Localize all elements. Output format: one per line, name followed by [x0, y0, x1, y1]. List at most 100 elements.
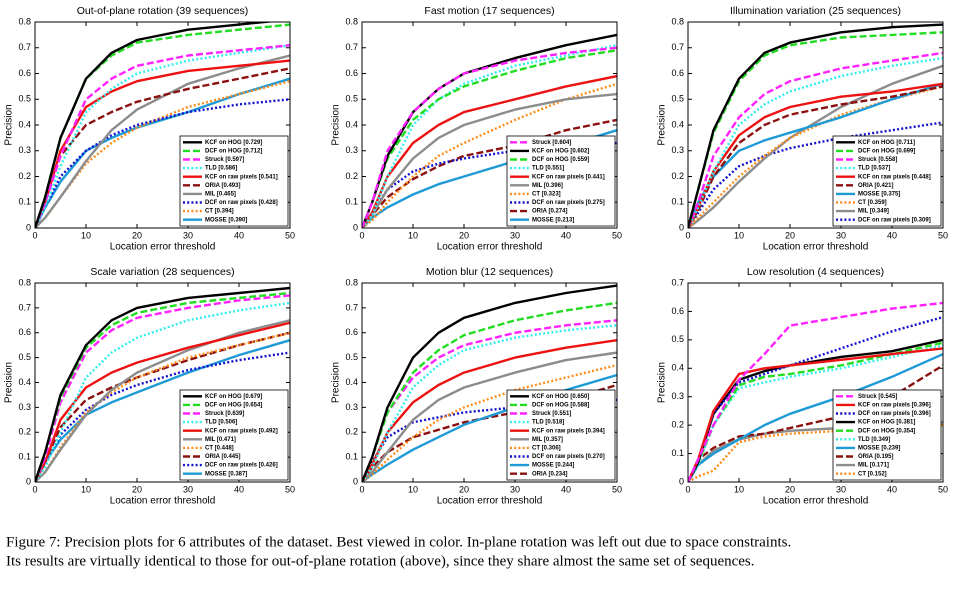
x-tick-label: 10 [408, 230, 418, 240]
series-line [362, 383, 617, 482]
plot-frame [34, 21, 291, 229]
legend-label: ORIA [0.234] [532, 471, 567, 477]
legend-label: KCF on raw pixels [0.441] [532, 174, 605, 180]
x-axis-label: Location error threshold [437, 496, 543, 507]
plot-frame [361, 282, 618, 483]
legend-label: TLD [0.537] [858, 166, 890, 172]
y-tick-label: 0.3 [345, 402, 358, 412]
series-line [35, 22, 277, 228]
x-tick-label: 40 [234, 230, 244, 240]
y-tick-label: 0.1 [345, 197, 358, 207]
legend-label: DCF on raw pixels [0.396] [858, 411, 931, 417]
series-line [688, 85, 943, 228]
y-tick-label: 0.4 [345, 119, 358, 129]
y-tick-label: 0.8 [18, 277, 31, 287]
legend-label: MIL [0.349] [858, 209, 889, 215]
series-line [688, 23, 943, 228]
x-axis-label: Location error threshold [763, 496, 869, 507]
x-tick-label: 30 [836, 230, 846, 240]
chart: Out-of-plane rotation (39 sequences) Loca… [4, 5, 295, 253]
y-tick-label: 0.2 [18, 427, 31, 437]
y-tick-label: 0.3 [345, 145, 358, 155]
legend-label: KCF on raw pixels [0.492] [205, 428, 278, 434]
chart: Fast motion (17 sequences) Location error… [331, 5, 622, 253]
y-tick-label: 0.6 [18, 68, 31, 78]
legend-label: MOSSE [0.244] [532, 463, 574, 469]
x-tick-label: 0 [32, 230, 37, 240]
x-tick-label: 20 [459, 230, 469, 240]
legend-label: KCF on HOG [0.711] [858, 140, 915, 146]
y-tick-label: 0.2 [671, 420, 684, 430]
y-tick-label: 0.3 [18, 145, 31, 155]
x-tick-label: 50 [612, 484, 622, 494]
legend-label: KCF on raw pixels [0.396] [858, 402, 931, 408]
y-tick-label: 0.2 [345, 171, 358, 181]
series-line [35, 286, 290, 482]
lines [35, 286, 290, 482]
legend-label: MIL [0.465] [205, 191, 236, 197]
legend-label: DCF on raw pixels [0.270] [532, 454, 605, 460]
series-line [35, 77, 290, 228]
legend: KCF on HOG [0.650] DCF on HOG [0.588] Stru… [506, 389, 616, 481]
legend-label: CT [0.323] [532, 191, 561, 197]
legend: KCF on HOG [0.679] DCF on HOG [0.654] Stru… [179, 389, 289, 481]
chart-title: Fast motion (17 sequences) [424, 5, 554, 17]
y-tick-label: 0.8 [345, 277, 358, 287]
legend-label: KCF on HOG [0.729] [205, 140, 262, 146]
y-tick-label: 0.6 [671, 306, 684, 316]
x-tick-label: 40 [561, 230, 571, 240]
legend-label: Struck [0.545] [858, 394, 897, 400]
y-tick-label: 0.5 [671, 334, 684, 344]
caption-line: Figure 7: Precision plots for 6 attribut… [6, 534, 791, 550]
y-tick-label: 0.5 [18, 352, 31, 362]
x-tick-label: 20 [132, 230, 142, 240]
x-tick-label: 50 [285, 484, 295, 494]
legend-label: MIL [0.471] [205, 437, 236, 443]
y-tick-label: 0.3 [18, 402, 31, 412]
x-axis-label: Location error threshold [110, 242, 216, 253]
x-tick-label: 20 [132, 484, 142, 494]
series-line [362, 284, 617, 482]
legend-label: MOSSE [0.387] [205, 471, 247, 477]
y-axis-label: Precision [4, 104, 15, 145]
x-tick-label: 30 [836, 484, 846, 494]
legend-label: ORIA [0.493] [205, 183, 240, 189]
legend-label: MOSSE [0.390] [205, 217, 247, 223]
caption-line: Its results are virtually identical to t… [6, 553, 755, 569]
y-axis-label: Precision [4, 362, 15, 403]
y-tick-label: 0.6 [671, 68, 684, 78]
x-tick-label: 20 [459, 484, 469, 494]
y-tick-label: 0.2 [18, 171, 31, 181]
legend-label: MOSSE [0.239] [858, 445, 900, 451]
legend-label: DCF on raw pixels [0.275] [532, 200, 605, 206]
series-line [688, 64, 943, 228]
chart: Motion blur (12 sequences) Location error… [331, 266, 622, 507]
legend-label: KCF on HOG [0.679] [205, 394, 262, 400]
series-line [362, 118, 617, 228]
series-line [35, 80, 290, 228]
x-axis-label: Location error threshold [763, 242, 869, 253]
y-tick-label: 0.1 [345, 452, 358, 462]
legend-label: KCF on HOG [0.650] [532, 394, 589, 400]
x-tick-label: 20 [785, 484, 795, 494]
y-tick-label: 0 [679, 476, 684, 486]
x-tick-label: 40 [561, 484, 571, 494]
x-tick-label: 30 [183, 230, 193, 240]
plot-frame [687, 21, 944, 229]
legend-label: DCF on HOG [0.559] [532, 157, 589, 163]
x-tick-label: 30 [183, 484, 193, 494]
y-tick-label: 0.7 [345, 302, 358, 312]
legend-label: KCF on HOG [0.381] [858, 420, 915, 426]
y-axis-label: Precision [657, 362, 668, 403]
series-line [688, 56, 943, 228]
series-line [688, 31, 943, 228]
series-line [362, 92, 617, 228]
y-tick-label: 0.1 [18, 452, 31, 462]
legend-label: TLD [0.349] [858, 437, 890, 443]
series-line [362, 82, 617, 228]
y-tick-label: 0 [679, 222, 684, 232]
legend-label: DCF on HOG [0.588] [532, 402, 589, 408]
y-tick-label: 0.7 [18, 42, 31, 52]
x-tick-label: 0 [359, 484, 364, 494]
